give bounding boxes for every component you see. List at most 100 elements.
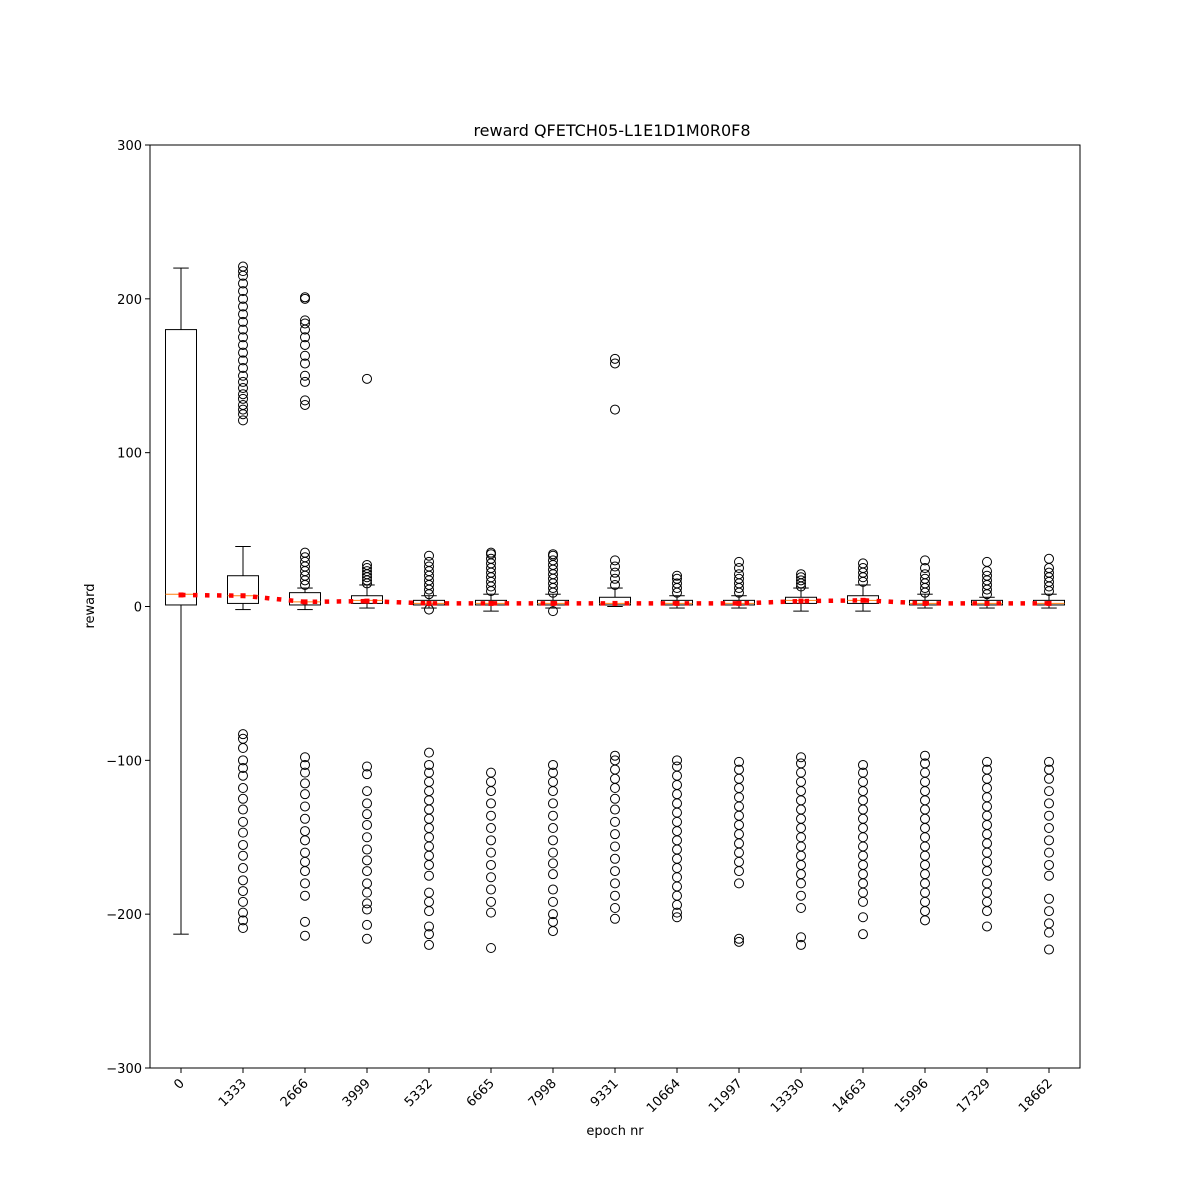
outlier-point — [672, 890, 682, 901]
outlier-point — [300, 399, 310, 410]
outlier-point — [672, 863, 682, 874]
x-tick-label: 15996 — [892, 1076, 932, 1116]
outlier-point — [796, 890, 806, 901]
outlier-point — [238, 896, 248, 907]
outlier-point — [920, 859, 930, 870]
outlier-point — [982, 887, 992, 898]
outlier-point — [238, 339, 248, 350]
outlier-point — [858, 841, 868, 852]
outlier-point — [238, 286, 248, 297]
outlier-point — [238, 763, 248, 774]
mean-point — [736, 600, 742, 606]
outlier-point — [858, 869, 868, 880]
outlier-point — [1044, 944, 1054, 955]
outlier-point — [982, 829, 992, 840]
y-tick-label: 100 — [117, 447, 142, 462]
outlier-point — [858, 813, 868, 824]
mean-point — [674, 600, 680, 606]
box-18662 — [1033, 553, 1065, 955]
outlier-point — [982, 896, 992, 907]
outlier-point — [796, 575, 806, 586]
outlier-point — [238, 389, 248, 400]
outlier-point — [858, 859, 868, 870]
outlier-point — [982, 866, 992, 877]
box-13330 — [785, 569, 817, 950]
outlier-point — [362, 832, 372, 843]
outlier-point — [610, 783, 620, 794]
outlier-point — [672, 570, 682, 581]
outlier-point — [238, 404, 248, 415]
outlier-point — [610, 890, 620, 901]
outlier-point — [734, 847, 744, 858]
outlier-point — [858, 776, 868, 787]
outlier-point — [672, 779, 682, 790]
outlier-point — [362, 563, 372, 574]
x-tick-label: 2666 — [278, 1076, 312, 1110]
outlier-point — [796, 841, 806, 852]
outlier-point — [920, 776, 930, 787]
outlier-point — [300, 930, 310, 941]
outlier-point — [362, 878, 372, 889]
outlier-point — [796, 776, 806, 787]
outlier-point — [548, 798, 558, 809]
outlier-point — [238, 301, 248, 312]
outlier-point — [548, 555, 558, 566]
outlier-point — [300, 866, 310, 877]
outlier-point — [548, 869, 558, 880]
box-10664 — [661, 570, 693, 923]
outlier-point — [362, 786, 372, 797]
outlier-point — [982, 856, 992, 867]
outlier-point — [1044, 870, 1054, 881]
outlier-point — [1044, 756, 1054, 767]
outlier-point — [672, 789, 682, 800]
outlier-point — [610, 353, 620, 364]
outlier-point — [858, 823, 868, 834]
outlier-point — [362, 819, 372, 830]
outlier-point — [858, 887, 868, 898]
outlier-point — [238, 324, 248, 335]
outlier-point — [920, 750, 930, 761]
outlier-point — [920, 878, 930, 889]
outlier-point — [300, 826, 310, 837]
outlier-point — [300, 552, 310, 563]
mean-point — [1046, 600, 1052, 606]
outlier-point — [1044, 847, 1054, 858]
outlier-point — [1044, 859, 1054, 870]
outlier-point — [982, 556, 992, 567]
outlier-point — [362, 809, 372, 820]
outlier-point — [610, 793, 620, 804]
outlier-point — [238, 770, 248, 781]
outlier-point — [1044, 927, 1054, 938]
outlier-point — [920, 569, 930, 580]
outlier-point — [424, 939, 434, 950]
x-tick-label: 14663 — [830, 1076, 870, 1116]
outlier-point — [734, 801, 744, 812]
outlier-point — [734, 933, 744, 944]
outlier-point — [610, 764, 620, 775]
outlier-point — [300, 847, 310, 858]
outlier-point — [300, 370, 310, 381]
outlier-point — [238, 415, 248, 426]
outlier-point — [920, 915, 930, 926]
outlier-point — [672, 816, 682, 827]
box-9331 — [599, 353, 631, 924]
outlier-point — [920, 804, 930, 815]
outlier-point — [734, 878, 744, 889]
outlier-point — [486, 859, 496, 870]
mean-point — [798, 598, 804, 604]
outlier-point — [796, 823, 806, 834]
outlier-point — [734, 838, 744, 849]
outlier-point — [238, 729, 248, 740]
outlier-point — [920, 563, 930, 574]
outlier-point — [362, 919, 372, 930]
outlier-point — [734, 773, 744, 784]
mean-point — [612, 600, 618, 606]
chart-title: reward QFETCH05-L1E1D1M0R0F8 — [473, 121, 750, 140]
outlier-point — [672, 770, 682, 781]
box-7998 — [537, 549, 569, 937]
outlier-point — [734, 829, 744, 840]
outlier-point — [424, 832, 434, 843]
box-15996 — [909, 555, 941, 926]
outlier-point — [486, 823, 496, 834]
outlier-point — [238, 755, 248, 766]
